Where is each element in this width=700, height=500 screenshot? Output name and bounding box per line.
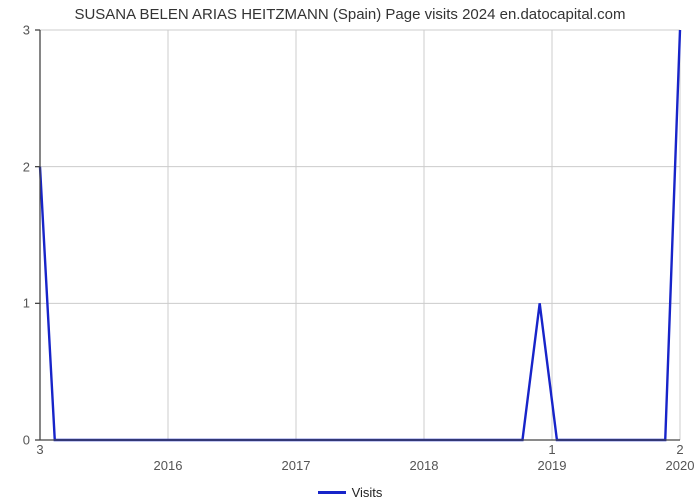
x-year-2018: 2018 — [410, 458, 439, 473]
x-top-tick-1: 1 — [548, 442, 555, 457]
x-year-2016: 2016 — [154, 458, 183, 473]
x-year-2017: 2017 — [282, 458, 311, 473]
x-top-tick-3: 3 — [36, 442, 43, 457]
y-tick-0: 0 — [23, 433, 30, 448]
legend: Visits — [0, 484, 700, 500]
y-tick-2: 2 — [23, 159, 30, 174]
chart-title: SUSANA BELEN ARIAS HEITZMANN (Spain) Pag… — [0, 6, 700, 23]
chart-container: SUSANA BELEN ARIAS HEITZMANN (Spain) Pag… — [0, 0, 700, 500]
legend-swatch — [318, 491, 346, 494]
y-tick-1: 1 — [23, 296, 30, 311]
x-year-2019: 2019 — [538, 458, 567, 473]
x-year-2020: 2020 — [666, 458, 695, 473]
y-tick-3: 3 — [23, 23, 30, 38]
plot-svg — [40, 30, 680, 440]
plot-area — [40, 30, 680, 440]
legend-label: Visits — [352, 485, 383, 500]
x-top-tick-2: 2 — [676, 442, 683, 457]
